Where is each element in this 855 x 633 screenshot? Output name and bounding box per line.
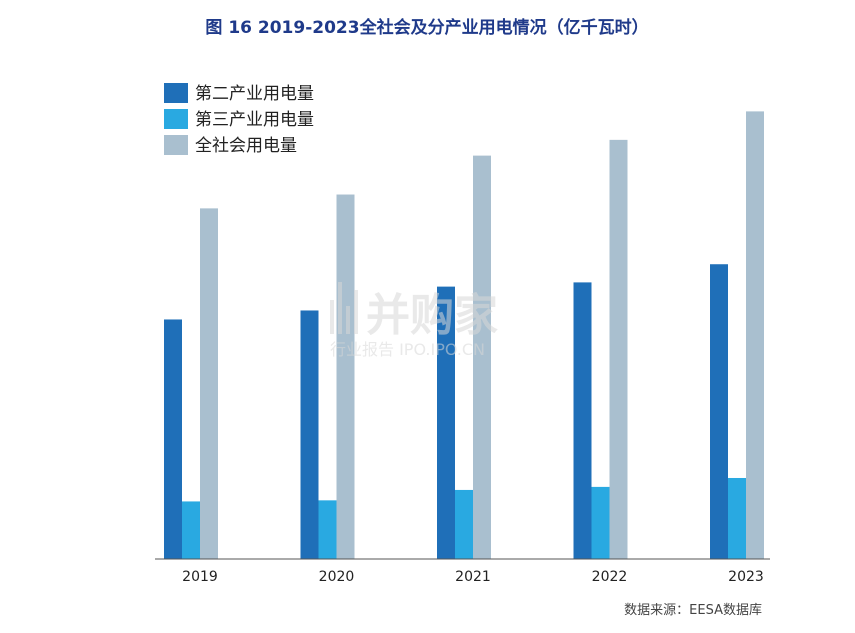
source-note: 数据来源：EESA数据库 (624, 602, 762, 618)
bar-2023-series-2 (728, 477, 746, 559)
legend-swatch (164, 135, 188, 155)
bar-2020-series-3 (336, 194, 355, 559)
x-tick-label: 2021 (455, 569, 491, 585)
bar-2020-series-2 (318, 500, 337, 559)
watermark: 并购家 行业报告 IPO.IPO.CN (330, 282, 498, 359)
watermark-logo-icon (330, 282, 358, 334)
legend-swatch (164, 83, 188, 103)
x-tick-label: 2019 (182, 569, 218, 585)
watermark-brand: 并购家 (366, 290, 498, 341)
bar-2023-series-1 (710, 264, 728, 559)
bar-2023-series-3 (746, 111, 764, 559)
bar-2019-series-2 (182, 501, 200, 559)
bar-2021-series-1 (437, 286, 455, 559)
x-tick-labels: 2019 2020 2021 2022 2023 (182, 569, 764, 585)
bar-2019-series-3 (200, 208, 218, 559)
x-tick-label: 2022 (592, 569, 628, 585)
x-tick-label: 2020 (319, 569, 355, 585)
legend-label: 第二产业用电量 (195, 84, 314, 104)
x-tick-label: 2023 (728, 569, 764, 585)
watermark-tagline: 行业报告 IPO.IPO.CN (330, 340, 485, 359)
bar-2022-series-2 (591, 486, 610, 559)
bar-2021-series-2 (455, 489, 473, 559)
legend-swatch (164, 109, 188, 129)
bar-2021-series-3 (473, 155, 491, 559)
legend-label: 第三产业用电量 (195, 110, 314, 130)
bar-2022-series-1 (573, 282, 592, 559)
legend-label: 全社会用电量 (195, 136, 297, 156)
bar-2022-series-3 (609, 139, 628, 559)
bars (164, 111, 764, 559)
chart-title: 图 16 2019-2023全社会及分产业用电情况（亿千瓦时） (205, 17, 648, 38)
bar-2020-series-1 (300, 310, 319, 559)
bar-2019-series-1 (164, 319, 182, 559)
